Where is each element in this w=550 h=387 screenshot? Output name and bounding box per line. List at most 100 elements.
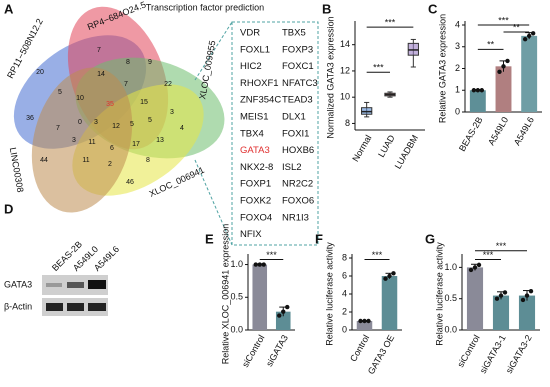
tf-name: FOXK2 xyxy=(240,196,271,207)
venn-count: 5 xyxy=(148,117,152,124)
venn-count: 44 xyxy=(40,157,48,164)
venn-count: 17 xyxy=(132,141,140,148)
venn-set xyxy=(31,67,133,213)
venn-count: 4 xyxy=(180,125,184,132)
sig-label: *** xyxy=(496,241,507,251)
y-tick-label: 0.5 xyxy=(230,292,243,302)
tf-name: NR2C2 xyxy=(282,179,313,190)
x-tick-label: siGATA3-2 xyxy=(504,333,534,375)
panel-label: E xyxy=(205,231,214,246)
tf-name: HOXB6 xyxy=(282,145,314,156)
tf-name: FOXO4 xyxy=(240,212,272,223)
venn-title: Transcription factor prediction xyxy=(146,2,264,12)
sig-label: *** xyxy=(372,250,383,260)
tf-name: TEAD3 xyxy=(282,95,313,106)
data-point xyxy=(479,88,485,93)
blot-band xyxy=(88,303,106,311)
y-tick-label: 12 xyxy=(340,65,350,75)
venn-count: 13 xyxy=(156,137,164,144)
data-point xyxy=(476,262,482,268)
y-tick-label: 8 xyxy=(345,118,350,128)
bar xyxy=(521,35,538,112)
tf-name: TBX4 xyxy=(240,128,264,139)
data-point xyxy=(524,293,530,298)
y-tick-label: 1.0 xyxy=(230,259,243,269)
y-tick-label: 1 xyxy=(455,85,460,95)
tf-name: TBX5 xyxy=(282,28,306,39)
row-label: β-Actin xyxy=(4,301,32,311)
sig-label: ** xyxy=(513,22,521,32)
y-tick-label: 14 xyxy=(340,39,350,49)
data-point xyxy=(494,296,500,301)
tf-name: FOXC1 xyxy=(282,61,314,72)
venn-count: 3 xyxy=(170,109,174,116)
venn-count: 12 xyxy=(112,123,120,130)
blot-band xyxy=(67,282,84,288)
set-label: LINC00308 xyxy=(8,147,26,194)
y-tick-label: 4 xyxy=(342,288,347,298)
venn-count: 14 xyxy=(97,71,105,78)
bar xyxy=(495,66,512,112)
y-axis-label: Relative XLOC_006941 expression xyxy=(220,224,230,365)
bar xyxy=(252,264,268,330)
data-point xyxy=(391,271,396,276)
venn-shapes xyxy=(13,6,225,213)
data-point xyxy=(277,313,282,318)
venn-count: 7 xyxy=(56,125,60,132)
x-tick-label: siControl xyxy=(455,333,481,369)
tf-name: NFIX xyxy=(240,229,262,240)
tf-name: MEIS1 xyxy=(240,112,269,123)
connector xyxy=(194,159,233,246)
x-tick-label: Normal xyxy=(350,133,373,163)
x-tick-label: LUADBM xyxy=(393,133,420,170)
data-point xyxy=(501,64,506,69)
y-tick-label: 4 xyxy=(455,19,460,29)
venn-count: 8 xyxy=(126,59,130,66)
bar xyxy=(518,295,536,330)
x-tick-label: siGATA3 xyxy=(264,333,290,368)
tf-name: RHOXF1 xyxy=(240,78,279,89)
data-point xyxy=(498,293,504,298)
blot-band xyxy=(46,283,62,287)
y-tick-label: 2 xyxy=(342,306,347,316)
data-point xyxy=(497,69,502,74)
tf-name: NFATC3 xyxy=(282,78,318,89)
data-point xyxy=(522,36,528,42)
set-label: XLOC_009955 xyxy=(197,40,217,100)
venn-count: 0 xyxy=(78,119,82,126)
venn-count: 2 xyxy=(108,161,112,168)
venn-count: 7 xyxy=(97,47,101,54)
tf-name: FOXL1 xyxy=(240,44,270,55)
venn-count: 6 xyxy=(110,145,114,152)
data-point xyxy=(257,262,262,267)
tf-box xyxy=(231,21,319,246)
tf-name: FOXI1 xyxy=(282,128,309,139)
venn-count: 46 xyxy=(126,179,134,186)
tf-name: NR1I3 xyxy=(282,212,309,223)
bar xyxy=(492,295,510,330)
panel-label: A xyxy=(4,1,14,16)
sig-label: *** xyxy=(373,63,384,73)
data-point xyxy=(387,273,392,279)
tf-name: FOXP3 xyxy=(282,44,313,55)
tf-name: NKX2-8 xyxy=(240,162,273,173)
tf-name: GATA3 xyxy=(240,145,270,156)
sig-label: *** xyxy=(266,250,277,260)
y-tick-label: 0.5 xyxy=(444,293,457,303)
y-tick-label: 2 xyxy=(455,63,460,73)
venn-count: 5 xyxy=(58,89,62,96)
tf-name: ISL2 xyxy=(282,162,302,173)
venn-count: 11 xyxy=(88,139,95,146)
venn-count: 20 xyxy=(36,69,44,76)
y-tick-label: 1.0 xyxy=(444,262,457,272)
x-tick-label: A549L6 xyxy=(512,115,536,147)
venn-count: 22 xyxy=(164,81,172,88)
y-tick-label: 0.0 xyxy=(230,324,243,334)
y-tick-label: 6 xyxy=(342,270,347,280)
y-tick-label: 0 xyxy=(342,324,347,334)
venn-count: 35 xyxy=(106,101,114,108)
venn-count: 5 xyxy=(130,121,134,128)
y-tick-label: 0 xyxy=(455,106,460,116)
sig-label: *** xyxy=(483,250,494,260)
